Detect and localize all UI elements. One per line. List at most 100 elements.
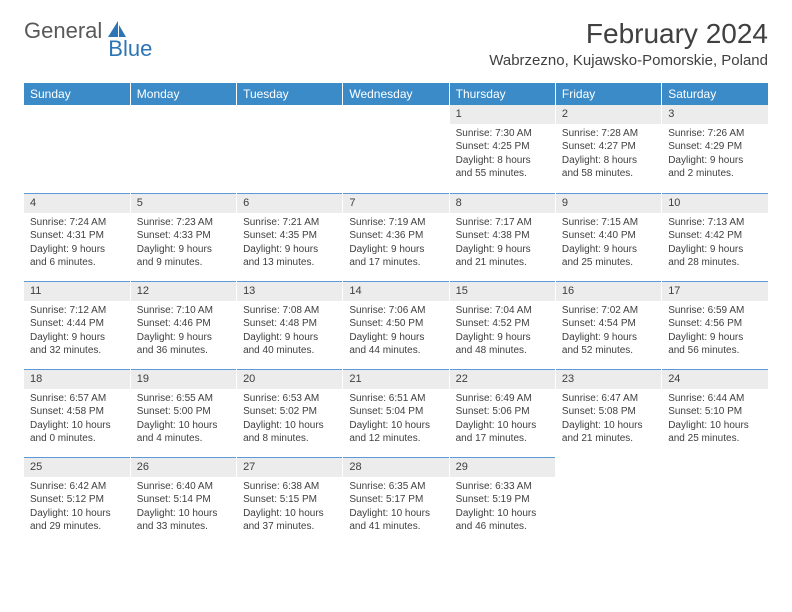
daylight-line: Daylight: 9 hours and 36 minutes. — [137, 331, 230, 358]
calendar-body: ....1Sunrise: 7:30 AMSunset: 4:25 PMDayl… — [24, 105, 768, 545]
daylight-line: Daylight: 10 hours and 46 minutes. — [456, 507, 549, 534]
day-details: Sunrise: 7:30 AMSunset: 4:25 PMDaylight:… — [450, 124, 555, 184]
sunset-line: Sunset: 5:14 PM — [137, 493, 230, 507]
weekday-header: Sunday — [24, 83, 130, 105]
day-number: 20 — [237, 369, 342, 389]
calendar-empty-cell: . — [24, 105, 130, 193]
sunset-line: Sunset: 5:12 PM — [30, 493, 124, 507]
sunset-line: Sunset: 5:04 PM — [349, 405, 442, 419]
sunrise-line: Sunrise: 6:51 AM — [349, 392, 442, 406]
sunrise-line: Sunrise: 7:04 AM — [456, 304, 549, 318]
day-details: Sunrise: 6:55 AMSunset: 5:00 PMDaylight:… — [131, 389, 236, 449]
weekday-header: Wednesday — [343, 83, 449, 105]
day-details: Sunrise: 7:08 AMSunset: 4:48 PMDaylight:… — [237, 301, 342, 361]
day-number: 4 — [24, 193, 130, 213]
calendar-empty-cell: . — [237, 105, 343, 193]
sunset-line: Sunset: 4:42 PM — [668, 229, 762, 243]
sunrise-line: Sunrise: 7:30 AM — [456, 127, 549, 141]
daylight-line: Daylight: 10 hours and 4 minutes. — [137, 419, 230, 446]
day-details: Sunrise: 7:06 AMSunset: 4:50 PMDaylight:… — [343, 301, 448, 361]
weekday-header: Thursday — [449, 83, 555, 105]
sunset-line: Sunset: 4:29 PM — [668, 140, 762, 154]
weekday-header: Saturday — [662, 83, 768, 105]
logo-word-general: General — [24, 18, 102, 44]
day-details: Sunrise: 7:17 AMSunset: 4:38 PMDaylight:… — [450, 213, 555, 273]
sunset-line: Sunset: 4:25 PM — [456, 140, 549, 154]
sunrise-line: Sunrise: 7:08 AM — [243, 304, 336, 318]
calendar-week-row: 25Sunrise: 6:42 AMSunset: 5:12 PMDayligh… — [24, 457, 768, 545]
day-number: 10 — [662, 193, 768, 213]
sunset-line: Sunset: 4:35 PM — [243, 229, 336, 243]
day-details: Sunrise: 6:33 AMSunset: 5:19 PMDaylight:… — [450, 477, 555, 537]
calendar-day-cell: 6Sunrise: 7:21 AMSunset: 4:35 PMDaylight… — [237, 193, 343, 281]
daylight-line: Daylight: 9 hours and 32 minutes. — [30, 331, 124, 358]
sunset-line: Sunset: 4:54 PM — [562, 317, 655, 331]
daylight-line: Daylight: 9 hours and 40 minutes. — [243, 331, 336, 358]
calendar-day-cell: 18Sunrise: 6:57 AMSunset: 4:58 PMDayligh… — [24, 369, 130, 457]
sunrise-line: Sunrise: 7:02 AM — [562, 304, 655, 318]
day-details: Sunrise: 6:57 AMSunset: 4:58 PMDaylight:… — [24, 389, 130, 449]
sunrise-line: Sunrise: 7:21 AM — [243, 216, 336, 230]
weekday-header: Tuesday — [237, 83, 343, 105]
logo: General Blue — [24, 18, 152, 44]
sunrise-line: Sunrise: 6:44 AM — [668, 392, 762, 406]
sunrise-line: Sunrise: 7:28 AM — [562, 127, 655, 141]
day-details: Sunrise: 7:23 AMSunset: 4:33 PMDaylight:… — [131, 213, 236, 273]
day-number: 3 — [662, 105, 768, 124]
daylight-line: Daylight: 9 hours and 25 minutes. — [562, 243, 655, 270]
weekday-header: Friday — [555, 83, 661, 105]
month-title: February 2024 — [489, 18, 768, 50]
day-number: 29 — [450, 457, 555, 477]
calendar-day-cell: 9Sunrise: 7:15 AMSunset: 4:40 PMDaylight… — [555, 193, 661, 281]
sunset-line: Sunset: 4:36 PM — [349, 229, 442, 243]
sunset-line: Sunset: 4:50 PM — [349, 317, 442, 331]
day-number: 23 — [556, 369, 661, 389]
day-details: Sunrise: 6:38 AMSunset: 5:15 PMDaylight:… — [237, 477, 342, 537]
daylight-line: Daylight: 9 hours and 48 minutes. — [456, 331, 549, 358]
day-number: 6 — [237, 193, 342, 213]
day-number: 28 — [343, 457, 448, 477]
daylight-line: Daylight: 10 hours and 8 minutes. — [243, 419, 336, 446]
day-number: 18 — [24, 369, 130, 389]
day-number: 15 — [450, 281, 555, 301]
calendar-day-cell: 4Sunrise: 7:24 AMSunset: 4:31 PMDaylight… — [24, 193, 130, 281]
sunset-line: Sunset: 5:00 PM — [137, 405, 230, 419]
sunset-line: Sunset: 5:17 PM — [349, 493, 442, 507]
day-number: 5 — [131, 193, 236, 213]
sunrise-line: Sunrise: 6:59 AM — [668, 304, 762, 318]
daylight-line: Daylight: 10 hours and 33 minutes. — [137, 507, 230, 534]
day-details: Sunrise: 7:19 AMSunset: 4:36 PMDaylight:… — [343, 213, 448, 273]
day-number: 24 — [662, 369, 768, 389]
sunrise-line: Sunrise: 7:26 AM — [668, 127, 762, 141]
title-block: February 2024 Wabrzezno, Kujawsko-Pomors… — [489, 18, 768, 69]
calendar-day-cell: 17Sunrise: 6:59 AMSunset: 4:56 PMDayligh… — [662, 281, 768, 369]
calendar-day-cell: 7Sunrise: 7:19 AMSunset: 4:36 PMDaylight… — [343, 193, 449, 281]
daylight-line: Daylight: 8 hours and 55 minutes. — [456, 154, 549, 181]
sunrise-line: Sunrise: 7:19 AM — [349, 216, 442, 230]
calendar-week-row: 4Sunrise: 7:24 AMSunset: 4:31 PMDaylight… — [24, 193, 768, 281]
day-number: 1 — [450, 105, 555, 124]
weekday-header-row: SundayMondayTuesdayWednesdayThursdayFrid… — [24, 83, 768, 105]
daylight-line: Daylight: 10 hours and 25 minutes. — [668, 419, 762, 446]
sunrise-line: Sunrise: 7:23 AM — [137, 216, 230, 230]
sunrise-line: Sunrise: 6:53 AM — [243, 392, 336, 406]
sunset-line: Sunset: 4:44 PM — [30, 317, 124, 331]
calendar-day-cell: 13Sunrise: 7:08 AMSunset: 4:48 PMDayligh… — [237, 281, 343, 369]
calendar-day-cell: 25Sunrise: 6:42 AMSunset: 5:12 PMDayligh… — [24, 457, 130, 545]
sunset-line: Sunset: 4:33 PM — [137, 229, 230, 243]
calendar-day-cell: 23Sunrise: 6:47 AMSunset: 5:08 PMDayligh… — [555, 369, 661, 457]
day-number: 8 — [450, 193, 555, 213]
sunset-line: Sunset: 5:10 PM — [668, 405, 762, 419]
day-number: 14 — [343, 281, 448, 301]
calendar-day-cell: 10Sunrise: 7:13 AMSunset: 4:42 PMDayligh… — [662, 193, 768, 281]
day-number: 16 — [556, 281, 661, 301]
day-number: 12 — [131, 281, 236, 301]
logo-word-blue: Blue — [108, 36, 152, 62]
day-details: Sunrise: 7:24 AMSunset: 4:31 PMDaylight:… — [24, 213, 130, 273]
sunrise-line: Sunrise: 6:38 AM — [243, 480, 336, 494]
day-details: Sunrise: 7:21 AMSunset: 4:35 PMDaylight:… — [237, 213, 342, 273]
calendar-table: SundayMondayTuesdayWednesdayThursdayFrid… — [24, 83, 768, 545]
day-number: 19 — [131, 369, 236, 389]
daylight-line: Daylight: 9 hours and 56 minutes. — [668, 331, 762, 358]
sunset-line: Sunset: 4:38 PM — [456, 229, 549, 243]
